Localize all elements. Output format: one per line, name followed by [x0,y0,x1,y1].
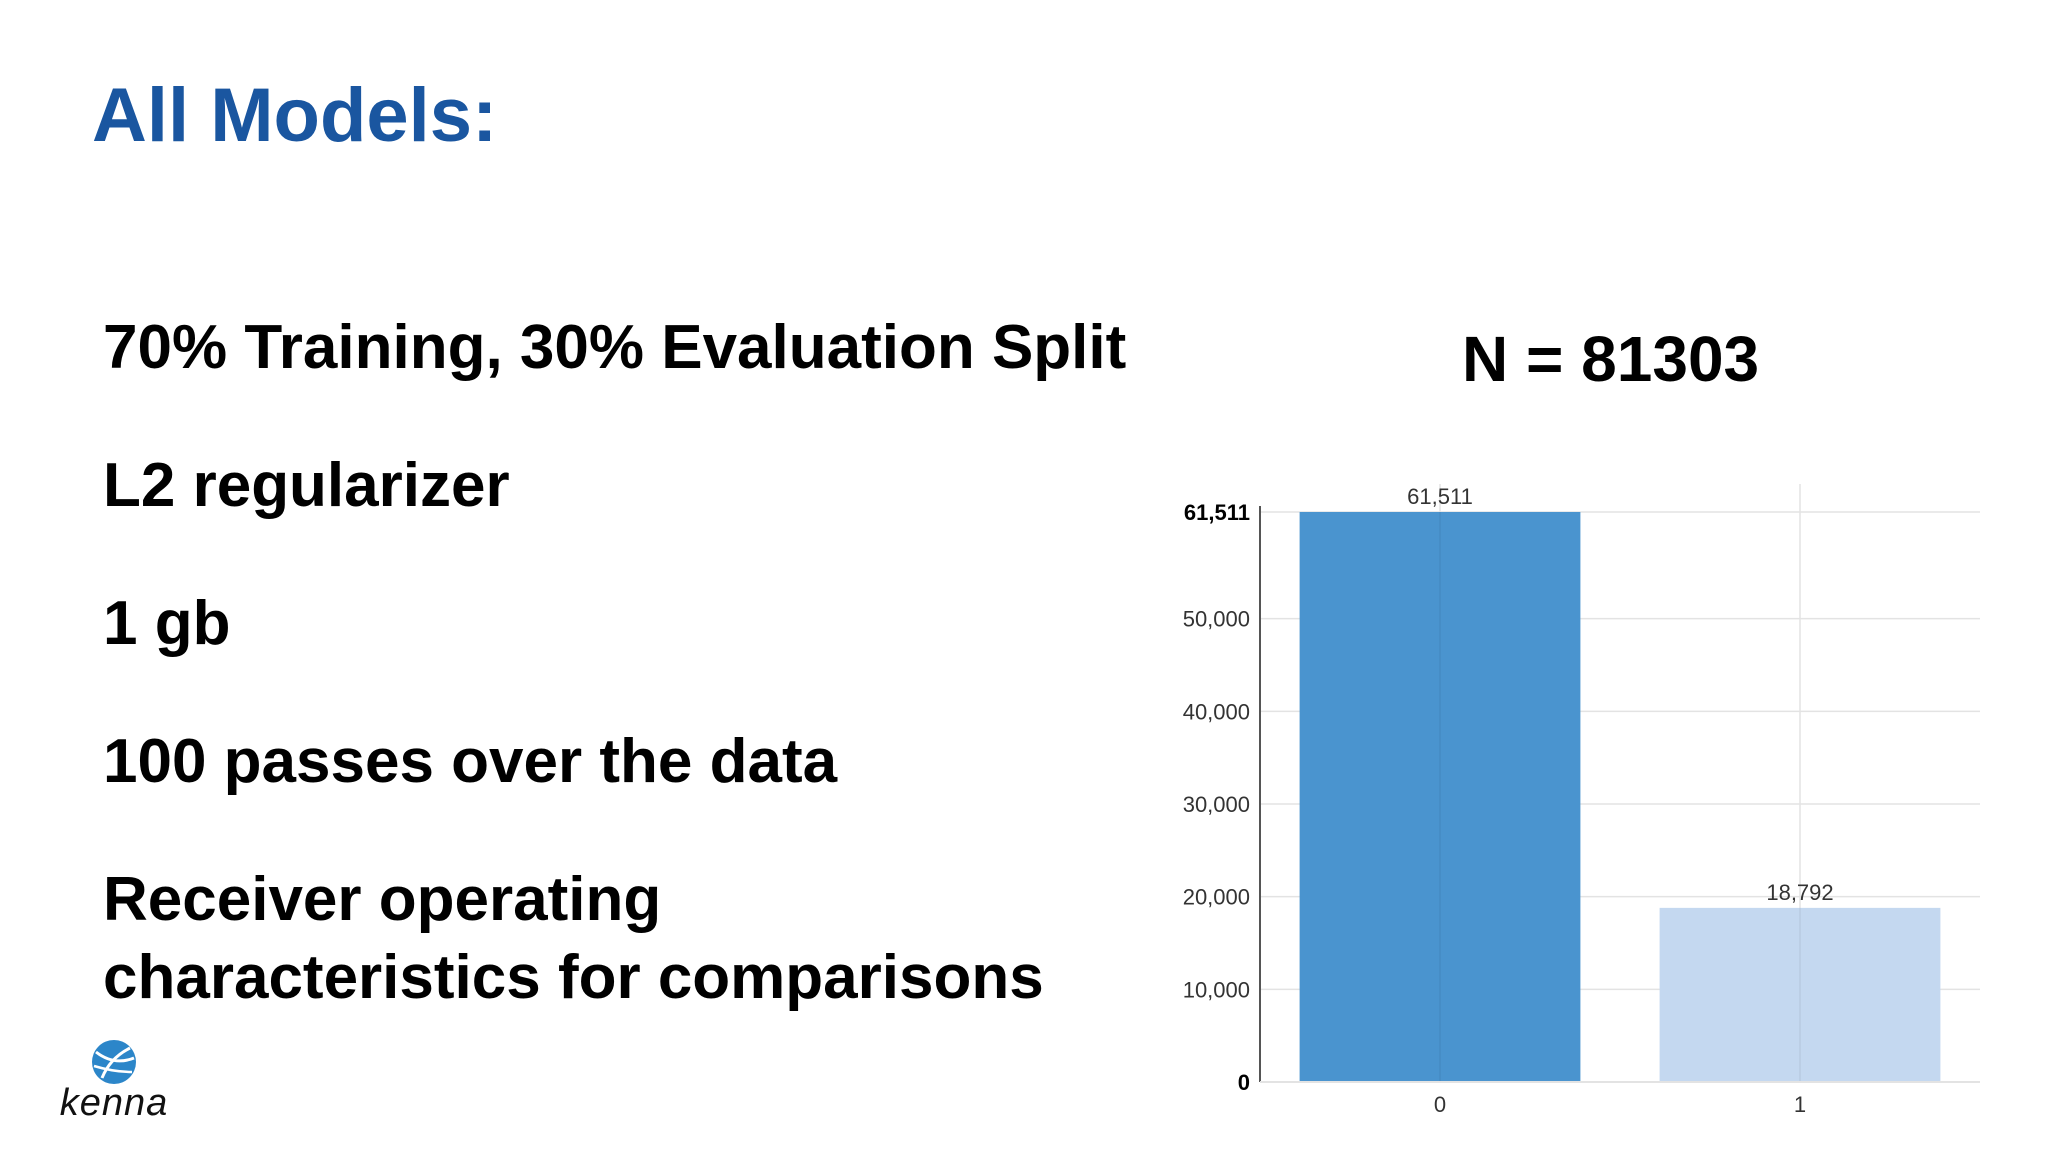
y-tick-label: 20,000 [1183,885,1250,910]
data-label: 18,792 [1766,880,1833,905]
slide-title: All Models: [92,73,498,158]
bar-1 [1659,907,1941,1082]
y-tick-label: 40,000 [1183,699,1250,724]
bullet-roc-line1: Receiver operating [103,865,662,934]
bullet-split: 70% Training, 30% Evaluation Split [103,313,1127,382]
bullet-roc-line2: characteristics for comparisons [103,943,1044,1012]
x-tick-label: 1 [1794,1092,1806,1117]
y-tick-label: 0 [1238,1070,1250,1095]
kenna-logo: kenna [44,1038,184,1124]
logo-text: kenna [59,1082,169,1124]
data-label: 61,511 [1407,484,1473,509]
bar-chart: 0 10,000 20,000 30,000 40,000 50,000 61,511 61,… [1183,484,1980,1117]
sample-size-label: N = 81303 [1462,323,1760,395]
bullet-regularizer: L2 regularizer [103,451,510,520]
y-tick-label: 50,000 [1183,607,1250,632]
bar-0 [1299,512,1581,1082]
y-tick-label: 10,000 [1183,977,1250,1002]
bullet-passes: 100 passes over the data [103,727,838,796]
y-tick-label: 61,511 [1184,500,1250,525]
globe-icon [92,1040,136,1084]
bullet-memory: 1 gb [103,589,231,658]
y-tick-label: 30,000 [1183,792,1250,817]
x-tick-label: 0 [1434,1092,1446,1117]
